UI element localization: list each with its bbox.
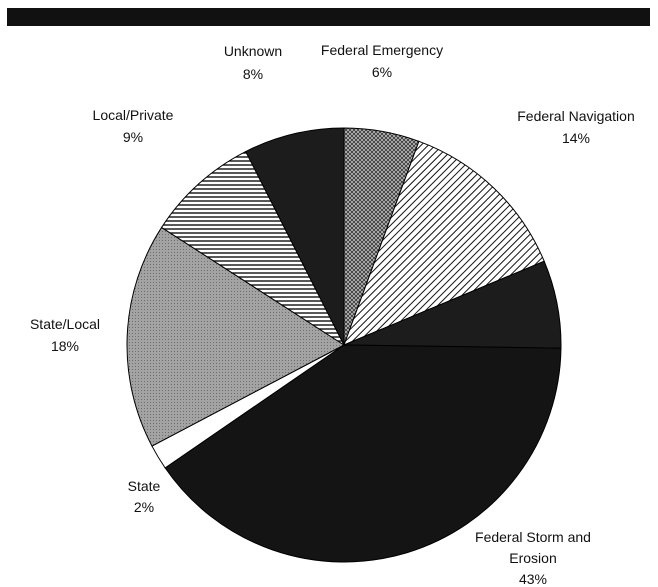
pie-slice-unknown-7 xyxy=(245,127,345,346)
label-state-local: State/Local xyxy=(30,316,100,332)
pie-slice-federal-storm-and-erosion-3 xyxy=(164,344,562,563)
pie-slice-state-local-5 xyxy=(126,226,345,447)
pie-slice-federal-navigation-1 xyxy=(343,140,545,346)
label-state: State xyxy=(128,478,161,494)
label-federal-storm-erosion-line2: Erosion xyxy=(509,550,556,566)
label-federal-emergency: Federal Emergency xyxy=(321,42,443,58)
label-local-private: Local/Private xyxy=(93,107,174,123)
label-federal-navigation: Federal Navigation xyxy=(517,108,635,124)
pct-local-private: 9% xyxy=(123,129,143,145)
header-bar xyxy=(7,8,650,26)
label-federal-storm-erosion: Federal Storm and xyxy=(475,529,591,545)
pct-state: 2% xyxy=(134,499,154,515)
pct-federal-emergency: 6% xyxy=(372,64,392,80)
pct-unknown: 8% xyxy=(243,66,263,82)
label-unknown: Unknown xyxy=(224,43,282,59)
pct-state-local: 18% xyxy=(51,338,79,354)
pct-federal-navigation: 14% xyxy=(562,130,590,146)
pie-slice-local-private-6 xyxy=(160,150,346,347)
pct-federal-storm-erosion: 43% xyxy=(519,571,547,587)
